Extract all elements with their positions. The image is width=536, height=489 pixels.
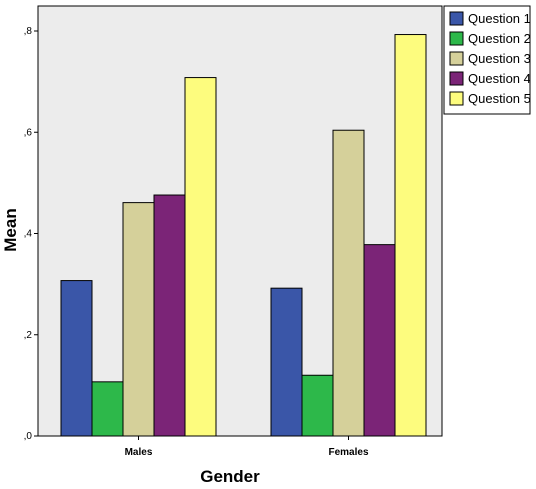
y-tick-label: ,6 — [24, 127, 33, 138]
x-category-label: Males — [125, 447, 153, 458]
bar-question-5-females — [394, 34, 427, 437]
legend-swatch — [449, 91, 464, 106]
bar-question-5-males — [184, 77, 217, 437]
y-tick-label: ,0 — [24, 431, 33, 442]
x-axis-categories: Males Females — [125, 436, 369, 458]
x-category-label: Females — [328, 447, 368, 458]
legend-label: Question 2 — [468, 31, 531, 46]
y-tick-label: ,2 — [24, 330, 33, 341]
legend-label: Question 4 — [468, 71, 531, 86]
legend-swatch — [449, 51, 464, 66]
y-axis-ticks: ,0 ,2 ,4 ,6 ,8 — [24, 26, 38, 442]
bar-question-1-females — [270, 287, 303, 437]
legend-swatch — [449, 71, 464, 86]
legend-swatch — [449, 11, 464, 26]
bars-group — [60, 34, 427, 437]
bar-question-3-females — [332, 129, 365, 437]
legend: Question 1 Question 2 Question 3 Question 4… — [449, 11, 531, 106]
bar-question-4-males — [153, 194, 186, 437]
legend-label: Question 3 — [468, 51, 531, 66]
x-axis-title: Gender — [200, 467, 260, 486]
legend-swatch — [449, 31, 464, 46]
legend-label: Question 5 — [468, 91, 531, 106]
bar-question-1-males — [60, 280, 93, 437]
bar-question-4-females — [363, 244, 396, 437]
bar-question-2-females — [301, 374, 334, 437]
y-tick-label: ,4 — [24, 229, 33, 240]
y-axis-title: Mean — [1, 208, 20, 251]
y-tick-label: ,8 — [24, 26, 33, 37]
bar-question-3-males — [122, 202, 155, 437]
bar-question-2-males — [91, 381, 124, 437]
legend-label: Question 1 — [468, 11, 531, 26]
